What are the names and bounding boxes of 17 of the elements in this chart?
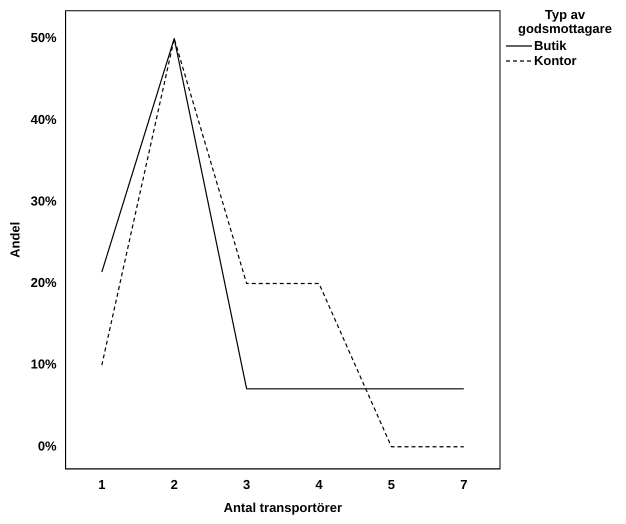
y-axis-title: Andel — [7, 222, 22, 258]
y-tick-label: 10% — [30, 356, 58, 372]
x-tick-label: 1 — [98, 477, 106, 492]
legend-label: Kontor — [534, 53, 577, 68]
y-tick-label: 50% — [30, 30, 58, 46]
y-tick-label: 0% — [38, 438, 58, 454]
x-tick-label: 3 — [242, 477, 250, 492]
legend-label: Butik — [534, 38, 566, 53]
y-tick-label: 20% — [30, 275, 58, 290]
x-tick-label: 2 — [170, 477, 178, 492]
legend-title: Typ av godsmottagare — [517, 7, 613, 36]
x-tick-label: 7 — [460, 477, 468, 492]
x-tick-label: 5 — [388, 477, 396, 492]
y-tick-label: 30% — [30, 193, 58, 208]
x-tick-label: 4 — [315, 477, 324, 492]
y-tick-label: 40% — [30, 112, 58, 127]
x-axis-title: Antal transportörer — [224, 500, 342, 515]
